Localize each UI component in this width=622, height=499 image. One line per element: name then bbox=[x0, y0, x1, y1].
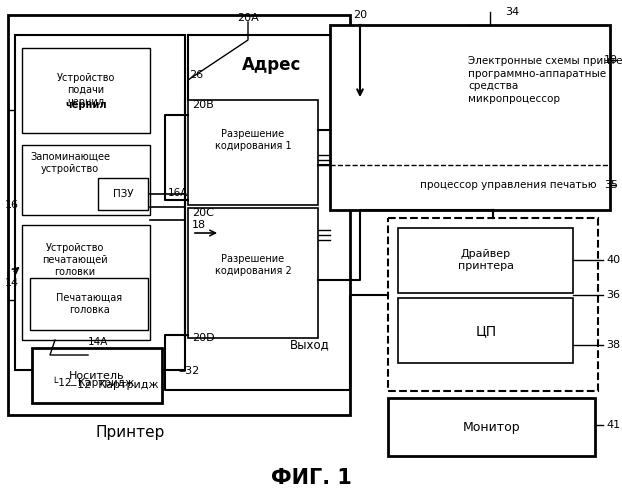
Text: Адрес: Адрес bbox=[243, 56, 302, 74]
Text: чернил: чернил bbox=[65, 100, 107, 110]
Bar bbox=[398, 228, 573, 293]
Text: 18: 18 bbox=[192, 220, 206, 230]
Bar bbox=[98, 178, 148, 210]
Text: 14: 14 bbox=[5, 278, 19, 288]
Bar bbox=[388, 218, 598, 391]
Bar bbox=[32, 348, 162, 403]
Text: Носитель: Носитель bbox=[69, 371, 125, 381]
Text: ‒32: ‒32 bbox=[178, 366, 199, 376]
Text: 40: 40 bbox=[606, 255, 620, 265]
Text: 26: 26 bbox=[189, 70, 203, 80]
Text: 16: 16 bbox=[5, 200, 19, 210]
Text: ПЗУ: ПЗУ bbox=[113, 189, 133, 199]
Bar bbox=[398, 298, 573, 363]
Bar bbox=[330, 25, 610, 210]
Text: процессор управления печатью: процессор управления печатью bbox=[420, 180, 596, 190]
Text: 20C: 20C bbox=[192, 208, 214, 218]
Text: Устройство
подачи
чернил: Устройство подачи чернил bbox=[57, 72, 115, 107]
Text: 34: 34 bbox=[505, 7, 519, 17]
Text: 36: 36 bbox=[606, 290, 620, 300]
Bar bbox=[15, 35, 185, 370]
Bar bbox=[22, 225, 150, 340]
Text: 16A: 16A bbox=[167, 188, 188, 198]
Text: Выход: Выход bbox=[290, 338, 330, 351]
Text: Устройство
печатающей
головки: Устройство печатающей головки bbox=[42, 243, 108, 277]
Text: 20: 20 bbox=[353, 10, 367, 20]
Text: 20A: 20A bbox=[237, 13, 259, 23]
Bar bbox=[30, 278, 148, 330]
Text: ЦП: ЦП bbox=[475, 324, 496, 338]
Text: 10: 10 bbox=[604, 55, 618, 65]
Text: └12  Картридж: └12 Картридж bbox=[52, 376, 134, 388]
Text: Печатающая
головка: Печатающая головка bbox=[56, 293, 122, 315]
Text: 35: 35 bbox=[604, 180, 618, 190]
Text: Монитор: Монитор bbox=[463, 421, 521, 434]
Text: ‒12  Картридж: ‒12 Картридж bbox=[70, 380, 159, 390]
Text: Разрешение
кодирования 1: Разрешение кодирования 1 bbox=[215, 129, 291, 151]
Text: 20D: 20D bbox=[192, 333, 215, 343]
Text: Электронные схемы принтера:
программно-аппаратные
средства
микропроцессор: Электронные схемы принтера: программно-а… bbox=[468, 56, 622, 104]
Text: Разрешение
кодирования 2: Разрешение кодирования 2 bbox=[215, 254, 291, 276]
Text: 14A: 14A bbox=[88, 337, 108, 347]
Text: Принтер: Принтер bbox=[95, 425, 165, 440]
Text: Запоминающее
устройство: Запоминающее устройство bbox=[30, 152, 110, 174]
Bar bbox=[188, 208, 318, 338]
Text: 20B: 20B bbox=[192, 100, 214, 110]
Bar bbox=[8, 15, 350, 415]
Bar bbox=[188, 100, 318, 205]
Text: ФИГ. 1: ФИГ. 1 bbox=[271, 468, 351, 488]
Text: 41: 41 bbox=[606, 420, 620, 430]
Text: Драйвер
принтера: Драйвер принтера bbox=[458, 249, 514, 271]
Bar bbox=[388, 398, 595, 456]
Bar bbox=[22, 48, 150, 133]
Text: 38: 38 bbox=[606, 340, 620, 350]
Bar bbox=[22, 145, 150, 215]
